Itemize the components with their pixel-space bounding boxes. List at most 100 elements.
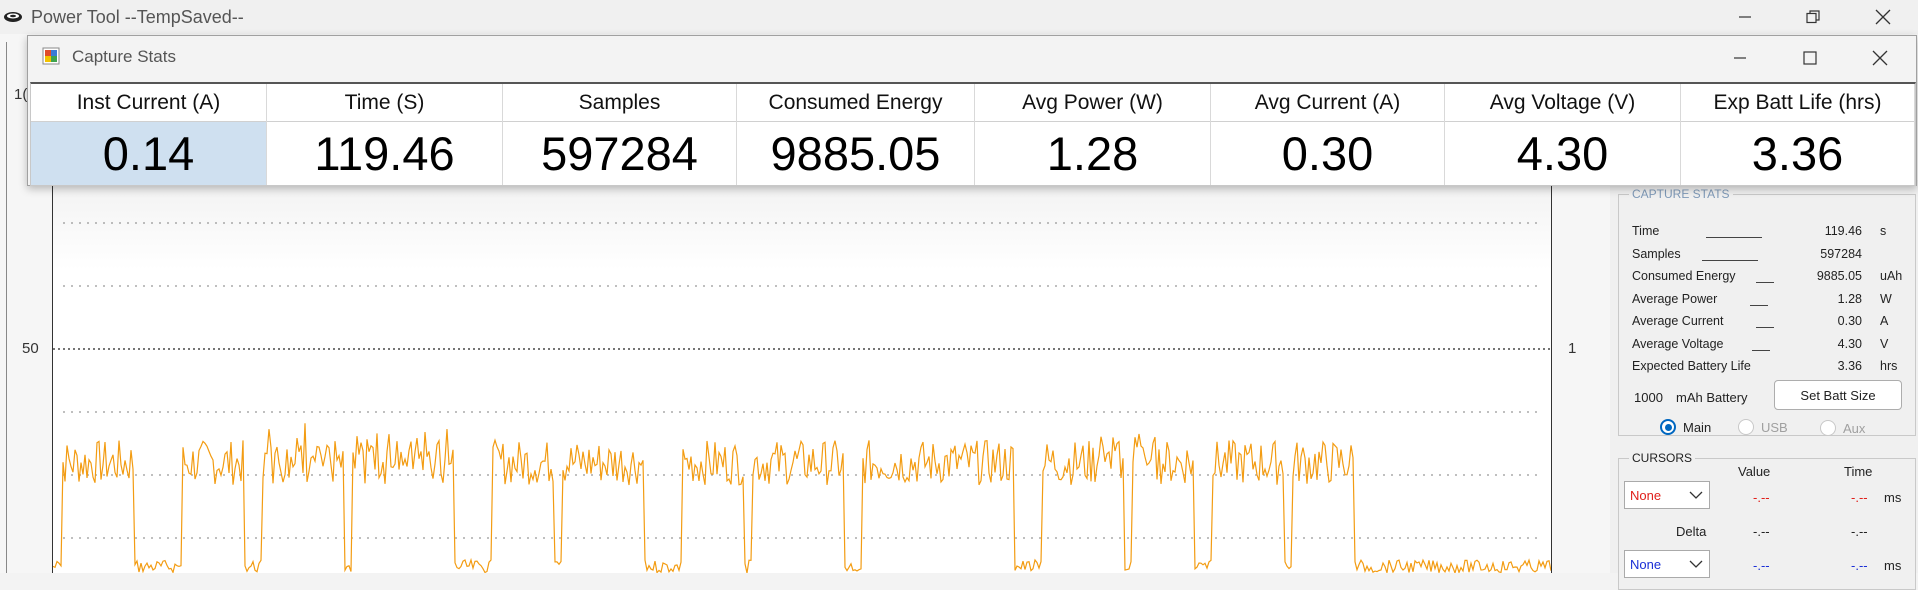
radio-usb-label: USB bbox=[1761, 419, 1788, 435]
capture-stat-row: Time 119.46 s bbox=[1632, 224, 1902, 244]
stats-column-value[interactable]: 3.36 bbox=[1751, 127, 1844, 180]
capture-stat-unit: s bbox=[1880, 224, 1887, 238]
battery-size-label: mAh Battery bbox=[1676, 390, 1748, 405]
delta-label: Delta bbox=[1676, 524, 1707, 539]
plot-canvas bbox=[53, 222, 1551, 573]
stats-column-value[interactable]: 1.28 bbox=[1046, 127, 1139, 180]
stats-column: Avg Current (A) 0.30 bbox=[1211, 84, 1445, 185]
cursor2-select[interactable]: None bbox=[1624, 550, 1710, 578]
stats-column-header[interactable]: Consumed Energy bbox=[737, 84, 974, 122]
capture-stats-title: CAPTURE STATS bbox=[1629, 187, 1733, 201]
right-axis-mid-tick: 1 bbox=[1568, 340, 1577, 357]
stats-column-header[interactable]: Samples bbox=[503, 84, 736, 122]
capture-stat-unit: W bbox=[1880, 291, 1892, 306]
grid-lines bbox=[53, 222, 1551, 539]
capture-stat-value: 1.28 bbox=[1837, 291, 1862, 306]
current-trace bbox=[53, 423, 1551, 573]
main-title-bar: Power Tool --TempSaved-- bbox=[0, 0, 1918, 34]
stats-table: Inst Current (A) 0.14 Time (S) 119.46 Sample… bbox=[30, 82, 1916, 186]
stats-column: Consumed Energy 9885.05 bbox=[737, 84, 975, 185]
capture-stat-label: Average Current bbox=[1632, 314, 1724, 328]
left-axis-mid-tick: 50 bbox=[22, 340, 39, 357]
stats-column-header[interactable]: Inst Current (A) bbox=[31, 84, 266, 122]
cursor1-select-value: None bbox=[1630, 488, 1662, 503]
capture-stat-label: Expected Battery Life bbox=[1632, 359, 1751, 373]
capture-stat-row: Average Power 1.28 W bbox=[1632, 292, 1902, 312]
main-window-title: Power Tool --TempSaved-- bbox=[31, 7, 244, 27]
delta-time: -.-- bbox=[1851, 524, 1868, 539]
leader-line bbox=[1752, 349, 1770, 351]
right-panel: CAPTURE STATS 1000 mAh Battery Set Batt … bbox=[1610, 180, 1918, 590]
capture-stats-window: Capture Stats Inst Current (A) 0.14 Time (… bbox=[27, 35, 1917, 186]
stats-column-header[interactable]: Avg Current (A) bbox=[1211, 84, 1444, 122]
close-icon bbox=[1872, 50, 1888, 66]
window-border bbox=[6, 42, 7, 573]
current-plot[interactable] bbox=[52, 180, 1552, 573]
minimize-icon bbox=[1739, 16, 1751, 18]
stats-column: Exp Batt Life (hrs) 3.36 bbox=[1681, 84, 1915, 185]
capture-stat-value: 3.36 bbox=[1837, 359, 1862, 373]
stats-column-header[interactable]: Time (S) bbox=[267, 84, 502, 122]
stats-column-value[interactable]: 0.14 bbox=[31, 122, 266, 185]
capture-stat-row: Average Voltage 4.30 V bbox=[1632, 337, 1902, 357]
minimize-icon bbox=[1734, 57, 1746, 59]
radio-main-label: Main bbox=[1683, 419, 1712, 435]
leader-line bbox=[1706, 237, 1762, 238]
stats-column-value[interactable]: 0.30 bbox=[1281, 127, 1374, 180]
radio-main[interactable]: Main bbox=[1660, 419, 1711, 435]
cursor1-select[interactable]: None bbox=[1624, 481, 1710, 509]
capture-stat-value: 119.46 bbox=[1824, 224, 1862, 238]
capture-stat-row: Consumed Energy 9885.05 uAh bbox=[1632, 269, 1902, 289]
set-batt-size-button[interactable]: Set Batt Size bbox=[1774, 380, 1902, 410]
capture-stats-title-bar[interactable]: Capture Stats bbox=[28, 36, 1916, 80]
capture-stats-window-title: Capture Stats bbox=[72, 47, 176, 66]
stats-column: Avg Voltage (V) 4.30 bbox=[1445, 84, 1681, 185]
main-minimize-button[interactable] bbox=[1715, 0, 1775, 34]
radio-aux[interactable]: Aux bbox=[1820, 420, 1865, 436]
app-icon bbox=[4, 12, 22, 22]
stats-column-header[interactable]: Exp Batt Life (hrs) bbox=[1681, 84, 1914, 122]
stats-column-value[interactable]: 9885.05 bbox=[770, 127, 941, 180]
cursor2-time: -.-- bbox=[1851, 558, 1868, 573]
capture-stat-value: 4.30 bbox=[1837, 336, 1862, 351]
cursor1-unit: ms bbox=[1884, 490, 1902, 505]
capture-stat-label: Time bbox=[1632, 224, 1660, 238]
stats-close-button[interactable] bbox=[1850, 41, 1910, 75]
leader-line bbox=[1756, 327, 1774, 328]
stats-column-value[interactable]: 119.46 bbox=[314, 127, 455, 180]
capture-stat-unit: uAh bbox=[1880, 269, 1903, 283]
stats-minimize-button[interactable] bbox=[1710, 41, 1770, 75]
capture-stat-value: 0.30 bbox=[1837, 314, 1862, 328]
stats-column-value[interactable]: 597284 bbox=[541, 127, 698, 180]
stats-column: Avg Power (W) 1.28 bbox=[975, 84, 1211, 185]
battery-size-value: 1000 bbox=[1634, 390, 1663, 405]
close-icon bbox=[1875, 9, 1891, 25]
leader-line bbox=[1750, 304, 1768, 306]
cursor2-select-value: None bbox=[1630, 557, 1662, 572]
main-close-button[interactable] bbox=[1853, 0, 1913, 34]
capture-stat-row: Expected Battery Life 3.36 hrs bbox=[1632, 359, 1902, 379]
left-axis-top-tick: 1( bbox=[14, 86, 28, 103]
capture-stat-unit: V bbox=[1880, 336, 1889, 351]
restore-icon bbox=[1806, 10, 1820, 24]
cursor1-value: -.-- bbox=[1753, 490, 1770, 505]
stats-column-header[interactable]: Avg Voltage (V) bbox=[1445, 84, 1680, 122]
cursor1-time: -.-- bbox=[1851, 490, 1868, 505]
maximize-icon bbox=[1803, 51, 1817, 65]
radio-usb-indicator bbox=[1738, 419, 1754, 435]
stats-column: Time (S) 119.46 bbox=[267, 84, 503, 185]
cursor2-unit: ms bbox=[1884, 558, 1902, 573]
stats-column-value[interactable]: 4.30 bbox=[1516, 127, 1609, 180]
chevron-down-icon bbox=[1689, 560, 1703, 568]
cursors-title: CURSORS bbox=[1629, 451, 1696, 465]
radio-usb[interactable]: USB bbox=[1738, 419, 1788, 435]
stats-maximize-button[interactable] bbox=[1780, 41, 1840, 75]
stats-column-header[interactable]: Avg Power (W) bbox=[975, 84, 1210, 122]
capture-stat-row: Samples 597284 bbox=[1632, 247, 1902, 267]
leader-line bbox=[1756, 282, 1774, 283]
capture-stat-value: 9885.05 bbox=[1816, 269, 1862, 283]
main-restore-button[interactable] bbox=[1783, 0, 1843, 34]
capture-stat-label: Consumed Energy bbox=[1632, 269, 1736, 283]
cursors-value-header: Value bbox=[1738, 464, 1771, 479]
window-app-icon bbox=[42, 47, 60, 65]
